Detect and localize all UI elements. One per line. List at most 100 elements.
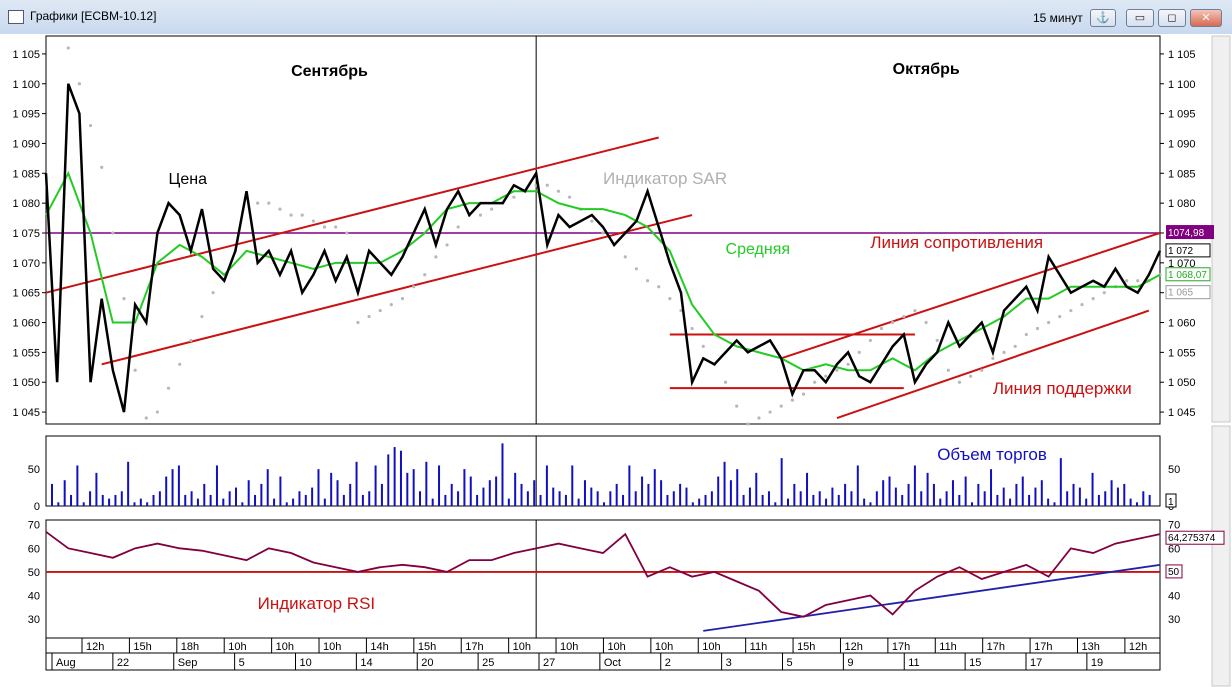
- lower-scrollbar[interactable]: [1211, 425, 1231, 687]
- time-label-top: 10h: [228, 641, 246, 653]
- sar-dot: [155, 410, 159, 414]
- volume-panel-title: Объем торгов: [937, 445, 1047, 464]
- sar-dot: [879, 326, 884, 331]
- sar-dot: [88, 123, 93, 128]
- sar-dot: [300, 213, 304, 217]
- volume-tag: 1: [1168, 497, 1174, 508]
- level-tag-bg: [1166, 225, 1214, 240]
- price-tag-box: [1165, 243, 1211, 258]
- window-title: Графики [ECBM-10.12]: [30, 9, 157, 23]
- sar-dot: [445, 243, 449, 247]
- y-tick-label-left: 1 075: [12, 228, 40, 240]
- y-tick-label-right: 1 095: [1168, 109, 1196, 121]
- time-label-top: 10h: [702, 641, 720, 653]
- y-tick-label-right: 1 055: [1168, 347, 1196, 359]
- sar-dot: [545, 183, 549, 187]
- annotation-price: Цена: [169, 171, 208, 188]
- sar-dot: [1058, 314, 1062, 319]
- minimize-button[interactable]: ▭: [1126, 9, 1154, 27]
- y-tick-label-right: 1 100: [1168, 79, 1196, 91]
- month-label-september: Сентябрь: [291, 63, 368, 80]
- chart-app-icon: [8, 10, 24, 24]
- sar-dot: [768, 410, 772, 414]
- sar-dot: [891, 320, 895, 325]
- sar-dot: [1136, 279, 1140, 283]
- volume-tick-left: 50: [28, 464, 40, 476]
- time-label-bottom: 20: [421, 657, 433, 669]
- sar-dot: [144, 416, 148, 420]
- sar-dot: [211, 291, 215, 295]
- sar-dot: [924, 320, 928, 325]
- volume-plot-frame: [45, 435, 1161, 507]
- timeframe-label[interactable]: 15 минут: [1033, 11, 1083, 25]
- rsi-tick-right: 70: [1168, 520, 1180, 532]
- sar-dot: [178, 362, 182, 366]
- time-label-bottom: Oct: [604, 657, 621, 669]
- y-tick-label-left: 1 080: [12, 198, 40, 210]
- sar-dot: [512, 195, 516, 199]
- price-tag: 1 065: [1168, 288, 1193, 299]
- y-tick-label-right: 1 090: [1168, 138, 1196, 150]
- time-label-bottom: 14: [360, 657, 372, 669]
- sar-dot: [634, 267, 639, 271]
- close-button[interactable]: ✕: [1190, 9, 1222, 27]
- rsi-line: [45, 531, 1161, 618]
- time-label-top: 10h: [560, 641, 578, 653]
- sar-dot: [400, 297, 405, 301]
- sar-dot: [278, 207, 282, 211]
- sar-dot: [657, 285, 661, 289]
- sar-dot: [567, 195, 572, 199]
- price-tag: 1 072: [1168, 246, 1193, 257]
- sar-dot: [378, 308, 382, 313]
- rsi-tick-left: 30: [28, 614, 40, 626]
- sar-dot: [412, 285, 416, 289]
- price-panel: 1 045 1 045 1 050 1 050 1 055 1 055 1 060 1 060…: [12, 35, 1214, 426]
- y-tick-label-right: 1 070: [1168, 258, 1196, 270]
- sar-dot: [790, 398, 794, 402]
- sar-dot: [189, 338, 193, 343]
- time-axis: 12h 15h 18h 10h 10h 10h 14h 15h 17h 10h 10h 10h 10h 1…: [45, 637, 1161, 671]
- sar-dot: [1069, 308, 1073, 313]
- sar-dot: [980, 368, 984, 372]
- sar-dot: [478, 213, 483, 217]
- time-label-top: 18h: [181, 641, 199, 653]
- sar-dot: [289, 213, 293, 217]
- annotation-sar: Индикатор SAR: [603, 169, 727, 188]
- sar-dot: [1013, 344, 1017, 348]
- sar-dot: [334, 225, 338, 229]
- sar-dot: [913, 308, 917, 313]
- y-tick-label-right: 1 080: [1168, 198, 1196, 210]
- restore-button[interactable]: ◻: [1158, 9, 1186, 27]
- sar-dot: [77, 82, 82, 86]
- y-tick-label-left: 1 085: [12, 168, 40, 180]
- sar-dot: [267, 201, 271, 205]
- time-label-top: 17h: [1034, 641, 1052, 653]
- time-label-top: 17h: [987, 641, 1005, 653]
- sar-dot: [835, 368, 839, 372]
- rsi-tag: 50: [1168, 567, 1180, 578]
- price-tag: 1 068,07: [1168, 270, 1207, 281]
- anchor-icon[interactable]: ⚓: [1090, 9, 1116, 27]
- sar-dot: [389, 303, 393, 307]
- sar-dot: [556, 189, 561, 193]
- sar-dot: [824, 374, 828, 378]
- rsi-reference-line: [703, 563, 1161, 632]
- sar-dot: [311, 219, 315, 223]
- price-tag-box: [1165, 267, 1211, 282]
- price-tag-box: [1165, 285, 1211, 300]
- y-tick-label-left: 1 070: [12, 258, 40, 270]
- sar-dot: [100, 165, 104, 169]
- sar-dot: [111, 231, 115, 235]
- sar-dot: [1124, 279, 1129, 283]
- price-scrollbar[interactable]: [1211, 35, 1231, 423]
- sar-dot: [256, 201, 260, 205]
- time-label-top: 11h: [750, 641, 768, 653]
- y-tick-label-right: 1 060: [1168, 318, 1196, 330]
- trend-line: [101, 214, 693, 366]
- rsi-annotation: Индикатор RSI: [258, 594, 375, 613]
- sar-dot: [957, 380, 962, 384]
- title-bar: Графики [ECBM-10.12] 15 минут ⚓ ▭ ◻ ✕: [0, 0, 1232, 35]
- time-label-bottom: 19: [1091, 657, 1103, 669]
